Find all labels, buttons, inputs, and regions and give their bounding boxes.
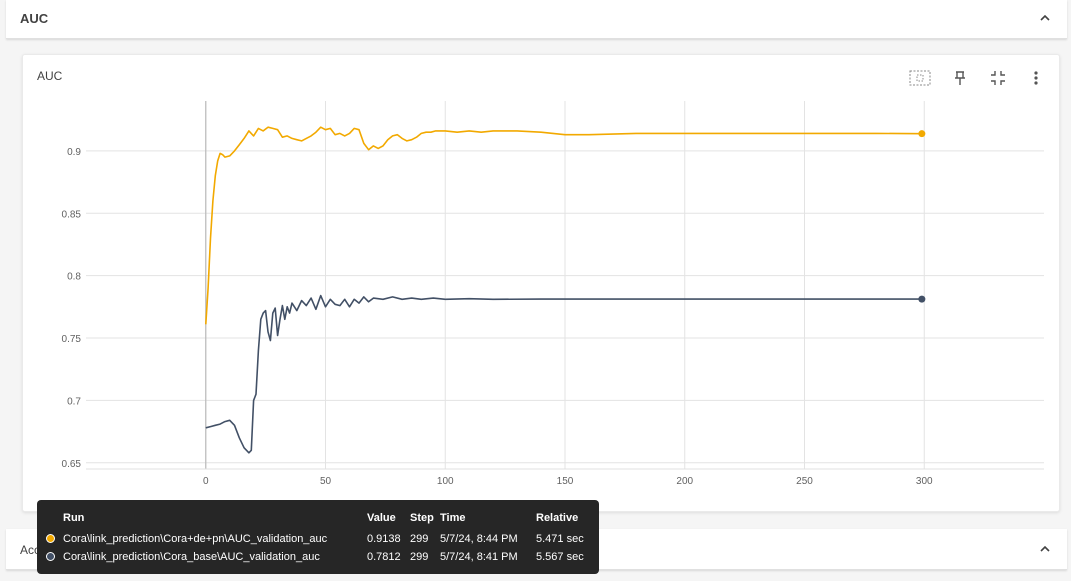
y-tick-label: 0.8 [67, 272, 81, 283]
tooltip-time: 5/7/24, 8:41 PM [440, 551, 518, 563]
tooltip-value: 0.7812 [367, 551, 401, 563]
x-tick-label: 200 [676, 476, 693, 487]
y-tick-label: 0.9 [67, 147, 81, 158]
series-swatch [46, 552, 55, 561]
tooltip-step: 299 [410, 551, 429, 563]
x-tick-label: 100 [437, 476, 454, 487]
tooltip-header-step: Step [410, 512, 434, 524]
series-endpoint-1 [918, 295, 926, 303]
series-swatch [46, 534, 55, 543]
tooltip-value: 0.9138 [367, 533, 401, 545]
more-vert-icon[interactable] [1023, 65, 1049, 91]
pin-icon[interactable] [947, 65, 973, 91]
section-title: AUC [20, 11, 49, 26]
series-line-1 [205, 294, 922, 454]
tooltip-run-name: Cora\link_prediction\Cora_base\AUC_valid… [63, 551, 320, 563]
auc-section-header[interactable]: AUC [6, 0, 1067, 36]
tooltip-time: 5/7/24, 8:44 PM [440, 533, 518, 545]
fit-domain-icon[interactable] [907, 65, 933, 91]
x-tick-label: 250 [796, 476, 813, 487]
x-tick-label: 50 [320, 476, 332, 487]
tooltip-header-run: Run [63, 512, 85, 524]
auc-chart[interactable]: 0.65 0.7 0.75 0.8 0.85 0.9 0 50 100 150 200 250 300 [23, 55, 1059, 511]
y-tick-label: 0.65 [62, 459, 82, 470]
tooltip-step: 299 [410, 533, 429, 545]
tooltip-header-time: Time [440, 512, 466, 524]
y-tick-label: 0.7 [67, 396, 81, 407]
tooltip-relative: 5.567 sec [536, 551, 584, 563]
tooltip-run-name: Cora\link_prediction\Cora+de+pn\AUC_vali… [63, 533, 328, 545]
series-endpoint-0 [918, 130, 926, 138]
x-tick-label: 300 [916, 476, 933, 487]
series-line-0 [205, 126, 922, 325]
chart-card: AUC 0.65 0.7 0.75 0.8 0.85 0.9 0 50 100 150 200 250… [22, 54, 1060, 512]
chevron-up-icon[interactable] [1031, 535, 1059, 563]
y-tick-label: 0.85 [62, 209, 82, 220]
tooltip-header-relative: Relative [536, 512, 579, 524]
auc-section: AUC [6, 0, 1067, 39]
chevron-up-icon[interactable] [1031, 4, 1059, 32]
tooltip-relative: 5.471 sec [536, 533, 584, 545]
x-tick-label: 0 [203, 476, 209, 487]
tooltip-header-value: Value [367, 512, 396, 524]
fullscreen-exit-icon[interactable] [985, 65, 1011, 91]
card-title: AUC [37, 69, 63, 83]
y-tick-label: 0.75 [62, 334, 82, 345]
x-tick-label: 150 [557, 476, 574, 487]
hover-tooltip: Run Value Step Time Relative Cora\link_p… [37, 500, 599, 574]
